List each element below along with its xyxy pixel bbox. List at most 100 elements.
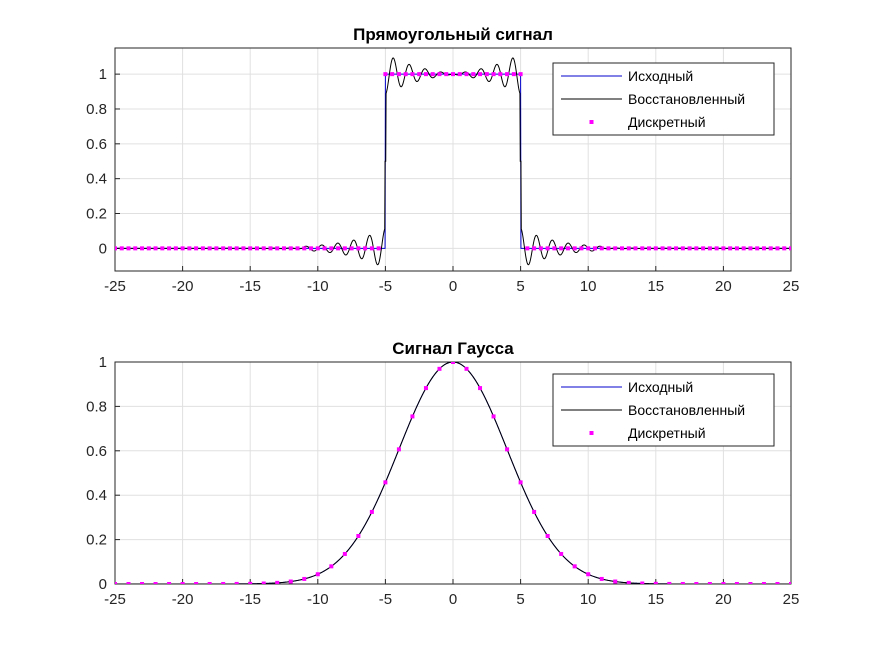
series-point <box>572 564 577 569</box>
series-point <box>207 246 212 251</box>
series-point <box>302 576 307 581</box>
x-tick-label: -25 <box>104 591 126 608</box>
series-point <box>680 246 685 251</box>
series-point <box>248 581 253 584</box>
series-point <box>559 246 564 251</box>
series-point <box>437 72 442 77</box>
series-point <box>322 246 327 251</box>
series-point <box>410 414 415 419</box>
series-point <box>761 246 766 251</box>
x-tick-label: 25 <box>783 278 800 295</box>
series-point <box>505 447 510 452</box>
series-point <box>768 246 773 251</box>
series-point <box>295 246 300 251</box>
series-point <box>342 551 347 556</box>
series-point <box>505 72 510 77</box>
series-point <box>167 581 172 584</box>
series-point <box>728 246 733 251</box>
series-point <box>207 581 212 584</box>
x-tick-label: -5 <box>379 278 392 295</box>
series-point <box>194 581 199 584</box>
legend-label: Исходный <box>628 379 693 395</box>
x-tick-label: 5 <box>516 278 524 295</box>
y-tick-label: 0 <box>99 576 107 593</box>
series-point <box>140 246 145 251</box>
series-point <box>383 480 388 485</box>
series-point <box>115 246 117 251</box>
series-point <box>221 246 226 251</box>
series-point <box>268 246 273 251</box>
series-point <box>194 246 199 251</box>
series-point <box>417 72 422 77</box>
series-group <box>115 362 791 584</box>
series-point <box>423 386 428 391</box>
chart-title: Прямоугольный сигнал <box>353 25 553 44</box>
series-point <box>133 246 138 251</box>
series-point <box>660 246 665 251</box>
series-point <box>565 246 570 251</box>
series-point <box>478 386 483 391</box>
series-point <box>755 246 760 251</box>
series-point <box>309 246 314 251</box>
series-point <box>748 246 753 251</box>
series-point <box>126 582 131 584</box>
series-point <box>115 582 117 584</box>
series-point <box>356 246 361 251</box>
series-point <box>160 246 165 251</box>
legend: Исходный Восстановленный Дискретный <box>552 373 775 447</box>
series-point <box>626 246 631 251</box>
series-point <box>478 72 483 77</box>
series-point <box>410 72 415 77</box>
legend-label: Исходный <box>628 68 693 84</box>
series-point <box>687 246 692 251</box>
x-tick-label: -10 <box>307 278 329 295</box>
legend-swatch-marker <box>589 120 594 124</box>
x-tick-label: 0 <box>449 278 457 295</box>
series-point <box>451 362 455 364</box>
series-point <box>430 72 435 77</box>
x-tick-label: -15 <box>239 591 261 608</box>
series-point <box>444 72 449 77</box>
x-tick-label: -5 <box>379 591 392 608</box>
series-point <box>227 246 232 251</box>
series-point <box>680 581 685 584</box>
series-point <box>369 246 374 251</box>
x-tick-label: 10 <box>580 591 597 608</box>
y-tick-label: 0.2 <box>86 206 107 223</box>
y-tick-label: 0.8 <box>86 101 107 118</box>
series-point <box>234 581 239 584</box>
series-point <box>647 246 652 251</box>
series-point <box>714 246 719 251</box>
plot-panel-1: -25 -20 -15 -10 -5 0 5 10 15 20 25 0 0.2 0.4 0.6 0.8 1 Пр… <box>86 25 799 295</box>
legend-label: Дискретный <box>628 114 706 130</box>
series-point <box>241 246 246 251</box>
series-point <box>586 246 591 251</box>
y-tick-label: 0 <box>99 240 107 257</box>
series-point <box>498 72 503 77</box>
series-point <box>626 580 631 584</box>
series-point <box>667 246 672 251</box>
series-point <box>613 246 618 251</box>
y-tick-label: 0.6 <box>86 443 107 460</box>
series-point <box>153 246 158 251</box>
legend-label: Дискретный <box>628 425 706 441</box>
series-point <box>761 582 766 584</box>
x-tick-label: -25 <box>104 278 126 295</box>
series-point <box>261 246 266 251</box>
y-tick-label: 0.4 <box>86 487 107 504</box>
series-point <box>640 581 645 584</box>
series-point <box>789 246 791 251</box>
series-point <box>599 246 604 251</box>
series-point <box>572 246 577 251</box>
legend-swatch-marker <box>589 431 594 435</box>
series-point <box>674 246 679 251</box>
series-point <box>315 572 320 577</box>
series-point <box>336 246 341 251</box>
series-point <box>701 246 706 251</box>
series-line-2 <box>115 362 791 584</box>
x-tick-label: -20 <box>172 591 194 608</box>
series-point <box>620 246 624 251</box>
series-point <box>119 246 124 251</box>
series-point <box>275 580 280 584</box>
